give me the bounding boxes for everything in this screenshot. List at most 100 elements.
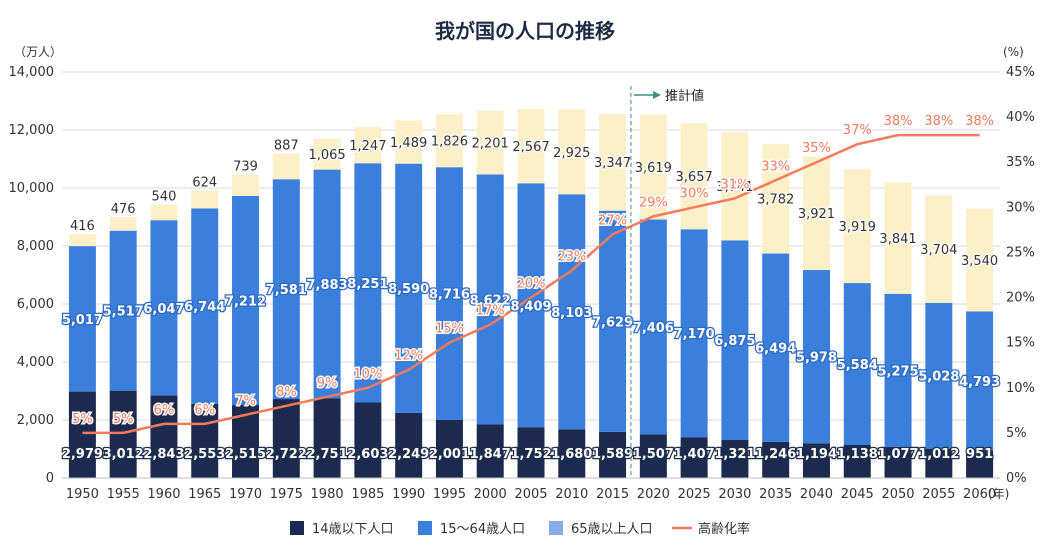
label-rate: 38% bbox=[965, 114, 994, 129]
bar-15to64 bbox=[680, 229, 708, 438]
label-under15: 2,603 bbox=[347, 447, 388, 462]
x-tick-label: 2020 bbox=[637, 487, 670, 502]
y2-tick-label: 45% bbox=[1006, 65, 1035, 80]
projection-label: 推計値 bbox=[665, 88, 704, 104]
x-tick-label: 2005 bbox=[514, 487, 547, 502]
label-rate: 30% bbox=[680, 186, 709, 201]
bar-65plus bbox=[680, 123, 708, 230]
label-15to64: 5,275 bbox=[877, 364, 918, 379]
y2-tick-label: 20% bbox=[1006, 291, 1035, 306]
label-rate: 31% bbox=[720, 177, 749, 192]
y2-tick-label: 30% bbox=[1006, 200, 1035, 215]
right-axis-unit: (%) bbox=[1003, 45, 1024, 59]
bar-65plus bbox=[966, 208, 994, 312]
y2-tick-label: 0% bbox=[1006, 471, 1027, 486]
y2-tick-label: 25% bbox=[1006, 245, 1035, 260]
label-65plus: 887 bbox=[274, 138, 299, 153]
label-15to64: 8,622 bbox=[470, 293, 511, 308]
bar-15to64 bbox=[925, 302, 953, 449]
bar-under15 bbox=[150, 395, 178, 478]
label-rate: 6% bbox=[194, 403, 215, 418]
label-under15: 1,246 bbox=[755, 447, 796, 462]
bar-under15 bbox=[639, 434, 667, 478]
label-under15: 1,077 bbox=[877, 447, 918, 462]
bar-15to64 bbox=[802, 270, 830, 444]
x-tick-label: 2010 bbox=[555, 487, 588, 502]
bar-15to64 bbox=[476, 174, 504, 425]
bar-65plus bbox=[599, 113, 627, 211]
x-tick-label: 1980 bbox=[311, 487, 344, 502]
label-15to64: 6,875 bbox=[714, 334, 755, 349]
bar-15to64 bbox=[762, 253, 790, 442]
label-rate: 17% bbox=[476, 304, 505, 319]
data-labels: 2,979 5,017 416 3,012 5,517 476 2,843 6,047 540 2… bbox=[61, 113, 1002, 464]
label-15to64: 8,251 bbox=[347, 277, 388, 292]
legend-label: 15～64歳人口 bbox=[440, 522, 525, 537]
label-65plus: 416 bbox=[70, 219, 95, 234]
bar-65plus bbox=[68, 234, 96, 247]
label-15to64: 7,212 bbox=[225, 294, 266, 309]
label-15to64: 7,170 bbox=[674, 327, 715, 342]
x-tick-label: 1965 bbox=[188, 487, 221, 502]
x-tick-label: 2060 bbox=[963, 487, 996, 502]
y-tick-label: 2,000 bbox=[17, 413, 54, 428]
label-rate: 10% bbox=[353, 367, 382, 382]
label-15to64: 8,590 bbox=[388, 282, 429, 297]
bar-under15 bbox=[313, 398, 341, 478]
projection-marker: 推計値 bbox=[630, 86, 704, 478]
label-under15: 1,407 bbox=[674, 447, 715, 462]
y2-tick-label: 15% bbox=[1006, 336, 1035, 351]
label-rate: 6% bbox=[154, 403, 175, 418]
label-rate: 5% bbox=[72, 412, 93, 427]
y-tick-label: 10,000 bbox=[9, 181, 55, 196]
label-65plus: 1,489 bbox=[390, 136, 427, 151]
label-65plus: 1,065 bbox=[308, 148, 345, 163]
bar-65plus bbox=[395, 120, 423, 164]
bar-under15 bbox=[802, 443, 830, 478]
label-65plus: 3,741 bbox=[716, 180, 753, 195]
label-65plus: 739 bbox=[233, 159, 258, 174]
left-axis-unit: （万人） bbox=[14, 45, 62, 59]
label-rate: 35% bbox=[802, 141, 831, 156]
label-15to64: 6,744 bbox=[184, 300, 225, 315]
bar-under15 bbox=[435, 419, 463, 478]
bar-15to64 bbox=[639, 219, 667, 435]
label-65plus: 540 bbox=[152, 190, 177, 205]
label-under15: 2,553 bbox=[184, 447, 225, 462]
label-under15: 1,680 bbox=[551, 447, 592, 462]
y2-tick-label: 35% bbox=[1006, 155, 1035, 170]
label-under15: 1,321 bbox=[714, 447, 755, 462]
bar-65plus bbox=[435, 114, 463, 168]
label-15to64: 5,978 bbox=[796, 351, 837, 366]
y-tick-label: 12,000 bbox=[9, 123, 55, 138]
label-65plus: 476 bbox=[111, 202, 136, 217]
label-under15: 1,012 bbox=[918, 447, 959, 462]
label-rate: 5% bbox=[113, 412, 134, 427]
x-tick-label: 2050 bbox=[881, 487, 914, 502]
x-tick-label: 1995 bbox=[433, 487, 466, 502]
label-15to64: 8,103 bbox=[551, 306, 592, 321]
label-rate: 9% bbox=[317, 376, 338, 391]
bar-under15 bbox=[884, 446, 912, 478]
label-15to64: 8,409 bbox=[510, 299, 551, 314]
bar-15to64 bbox=[232, 195, 260, 406]
label-under15: 2,979 bbox=[62, 447, 103, 462]
rate-line bbox=[82, 133, 980, 435]
bar-under15 bbox=[517, 427, 545, 478]
bar-65plus bbox=[476, 110, 504, 175]
bar-under15 bbox=[843, 444, 871, 478]
y-tick-label: 6,000 bbox=[17, 297, 54, 312]
legend-swatch bbox=[290, 521, 304, 535]
bar-under15 bbox=[762, 441, 790, 478]
x-tick-label: 1955 bbox=[107, 487, 140, 502]
bar-under15 bbox=[966, 450, 994, 478]
label-65plus: 3,540 bbox=[961, 254, 998, 269]
bar-under15 bbox=[721, 439, 749, 478]
label-65plus: 3,919 bbox=[839, 220, 876, 235]
bar-65plus bbox=[884, 182, 912, 294]
label-65plus: 3,704 bbox=[920, 243, 957, 258]
bar-65plus bbox=[802, 156, 830, 271]
bar-15to64 bbox=[272, 179, 300, 400]
label-under15: 2,843 bbox=[143, 447, 184, 462]
label-under15: 2,751 bbox=[307, 447, 348, 462]
